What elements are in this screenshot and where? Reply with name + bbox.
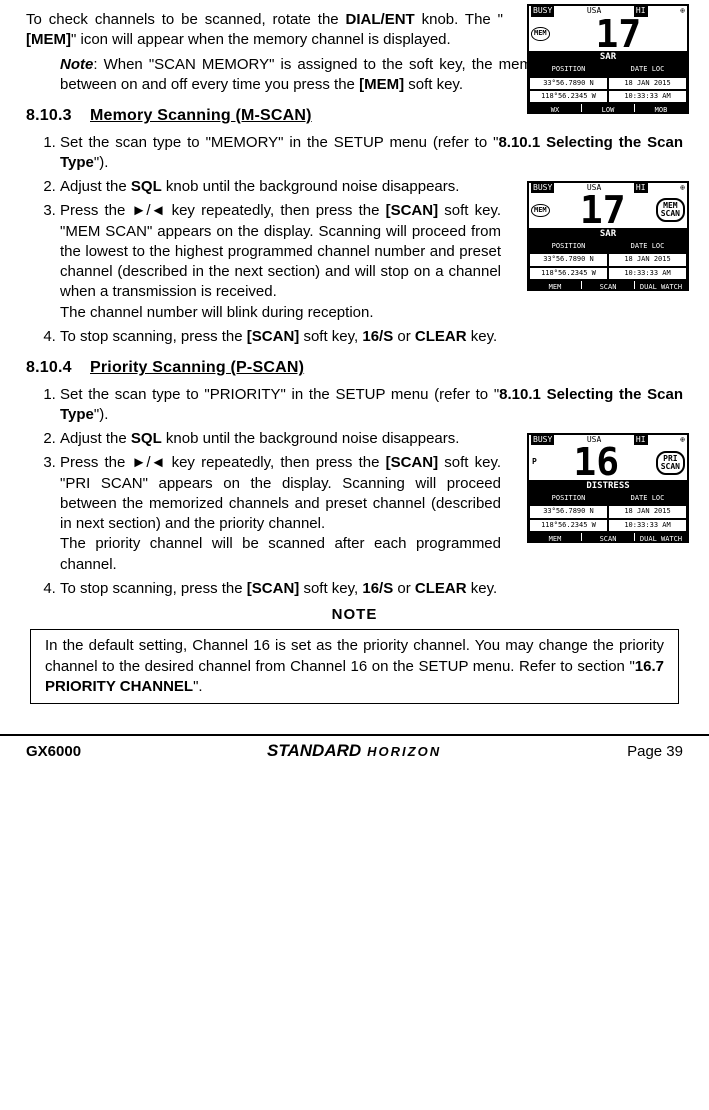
- pscan-step-1: Set the scan type to "PRIORITY" in the S…: [60, 385, 683, 426]
- footer-model: GX6000: [26, 742, 81, 762]
- note-box: In the default setting, Channel 16 is se…: [30, 629, 679, 704]
- note-title: NOTE: [26, 605, 683, 625]
- intro-paragraph: To check channels to be scanned, rotate …: [26, 10, 503, 51]
- heading-pscan: 8.10.4Priority Scanning (P-SCAN): [26, 357, 683, 379]
- footer-page-number: Page 39: [627, 742, 683, 762]
- mscan-step-1: Set the scan type to "MEMORY" in the SET…: [60, 133, 683, 174]
- mscan-step-4: To stop scanning, press the [SCAN] soft …: [60, 327, 683, 347]
- footer-brand: STANDARD HORIZON: [267, 740, 441, 763]
- lcd-screenshot-17-sar: BUSYUSAHI⊕ MEM 17 SAR POSITIONDATE LOC 3…: [527, 4, 689, 114]
- lcd-screenshot-pri-scan: BUSYUSAHI⊕ P 16 PRI SCAN DISTRESS POSITI…: [527, 433, 689, 543]
- pscan-step-4: To stop scanning, press the [SCAN] soft …: [60, 579, 683, 599]
- page-footer: GX6000 STANDARD HORIZON Page 39: [0, 736, 709, 773]
- lcd-screenshot-mem-scan: BUSYUSAHI⊕ MEM 17 MEM SCAN SAR POSITIOND…: [527, 181, 689, 291]
